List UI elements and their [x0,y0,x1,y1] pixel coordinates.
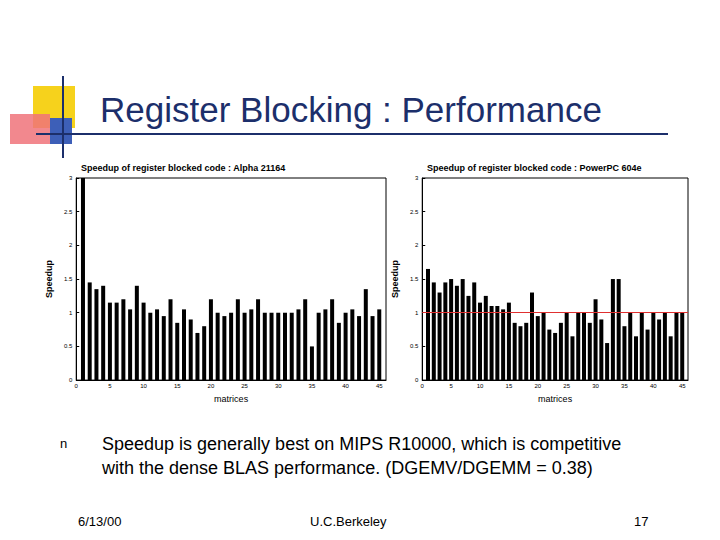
svg-text:1: 1 [69,310,73,316]
svg-text:1.5: 1.5 [64,276,73,282]
svg-text:10: 10 [477,383,484,389]
svg-text:25: 25 [563,383,570,389]
svg-text:3: 3 [69,175,73,181]
html-text:with the dense BLAS performanc: with the dense BLAS performance. (DGEMV/… [102,458,593,478]
svg-text:30: 30 [592,383,599,389]
svg-text:0: 0 [415,377,419,383]
svg-text:0.5: 0.5 [64,343,73,349]
html-text:n: n [60,436,68,451]
svg-text:Speedup: Speedup [44,260,54,299]
svg-text:5: 5 [108,383,112,389]
svg-text:Speedup: Speedup [390,260,400,299]
svg-text:1.5: 1.5 [410,276,419,282]
svg-text:35: 35 [621,383,628,389]
svg-text:Speedup of register blocked co: Speedup of register blocked code : Power… [427,163,642,173]
svg-text:2: 2 [69,242,73,248]
svg-text:matrices: matrices [538,394,573,404]
html-text:Speedup is generally best on M: Speedup is generally best on MIPS R10000… [102,434,622,454]
svg-text:40: 40 [342,383,349,389]
svg-text:35: 35 [309,383,316,389]
svg-text:20: 20 [534,383,541,389]
svg-text:20: 20 [208,383,215,389]
svg-text:1: 1 [415,310,419,316]
svg-text:0.5: 0.5 [410,343,419,349]
svg-text:3: 3 [415,175,419,181]
svg-text:Speedup of register blocked co: Speedup of register blocked code : Alpha… [81,163,285,173]
svg-text:0: 0 [75,383,79,389]
svg-text:10: 10 [140,383,147,389]
html-text:17: 17 [634,514,649,529]
svg-text:matrices: matrices [214,394,249,404]
svg-text:5: 5 [449,383,453,389]
svg-text:2: 2 [415,242,419,248]
svg-text:45: 45 [679,383,686,389]
svg-text:25: 25 [241,383,248,389]
svg-text:40: 40 [650,383,657,389]
svg-text:0: 0 [421,383,425,389]
html-text:U.C.Berkeley: U.C.Berkeley [310,514,387,529]
html-text:6/13/00: 6/13/00 [78,514,122,529]
svg-text:2.5: 2.5 [410,209,419,215]
svg-text:45: 45 [376,383,383,389]
svg-text:15: 15 [174,383,181,389]
svg-text:0: 0 [69,377,73,383]
html-text:Register Blocking : Performanc: Register Blocking : Performance [100,90,602,129]
svg-text:2.5: 2.5 [64,209,73,215]
svg-text:30: 30 [275,383,282,389]
svg-text:15: 15 [506,383,513,389]
